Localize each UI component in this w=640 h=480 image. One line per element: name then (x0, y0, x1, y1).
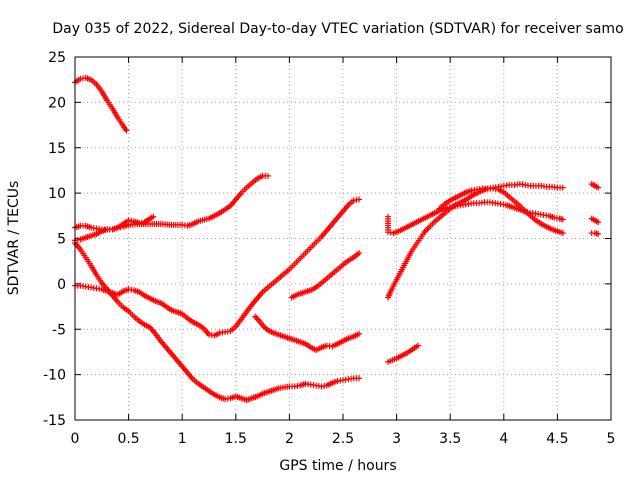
y-tick-label: -5 (52, 322, 66, 338)
series-arc-f (252, 313, 363, 354)
x-tick-label: 2 (285, 431, 294, 447)
y-tick-label: -15 (43, 413, 66, 429)
data-point (356, 250, 363, 257)
data-point (264, 172, 271, 179)
series-arc-h (385, 342, 422, 365)
y-tick-label: 25 (48, 50, 66, 66)
x-tick-label: 5 (607, 431, 616, 447)
series-arc-g (288, 250, 363, 301)
data-point (356, 196, 363, 203)
x-tick-label: 4.5 (546, 431, 568, 447)
data-point (559, 216, 566, 223)
data-point (559, 230, 566, 237)
grid-lines (75, 57, 611, 420)
data-point (595, 230, 602, 237)
series-arc-d (72, 240, 363, 404)
data-point (595, 219, 602, 226)
x-tick-label: 0.5 (117, 431, 139, 447)
x-tick-label: 1 (178, 431, 187, 447)
data-point (123, 127, 130, 134)
series-arc-n (588, 230, 602, 237)
x-tick-label: 3.5 (439, 431, 461, 447)
data-point (595, 184, 602, 191)
y-tick-label: 20 (48, 95, 66, 111)
series-arc-c (72, 172, 271, 244)
data-point (356, 375, 363, 382)
data-point (559, 184, 566, 191)
x-tick-label: 1.5 (225, 431, 247, 447)
data-points (72, 74, 602, 404)
y-tick-label: 15 (48, 141, 66, 157)
x-tick-label: 4 (499, 431, 508, 447)
y-tick-label: 5 (57, 232, 66, 248)
series-arc-e (72, 196, 363, 339)
x-tick-label: 2.5 (332, 431, 354, 447)
x-axis-label: GPS time / hours (279, 458, 396, 474)
y-tick-label: -10 (43, 368, 66, 384)
y-tick-label: 0 (57, 277, 66, 293)
x-tick-label: 3 (392, 431, 401, 447)
chart-title: Day 035 of 2022, Sidereal Day-to-day VTE… (52, 21, 623, 37)
series-arc-k (436, 181, 566, 212)
x-tick-labels: 0 0.5 1 1.5 2 2.5 3 3.5 4 4.5 5 (71, 431, 616, 447)
x-tick-label: 0 (71, 431, 80, 447)
series-arc-j (385, 199, 566, 237)
y-axis-label: SDTVAR / TECUs (6, 181, 22, 296)
series-arc-m (588, 215, 602, 226)
data-point (356, 330, 363, 337)
y-tick-label: 10 (48, 186, 66, 202)
plot-frame (74, 56, 612, 421)
y-tick-labels: -15 -10 -5 0 5 10 15 20 25 (43, 50, 66, 429)
data-point (150, 213, 157, 220)
series-arc-a (72, 74, 130, 134)
data-point (415, 342, 422, 349)
series-arc-l (588, 181, 602, 191)
